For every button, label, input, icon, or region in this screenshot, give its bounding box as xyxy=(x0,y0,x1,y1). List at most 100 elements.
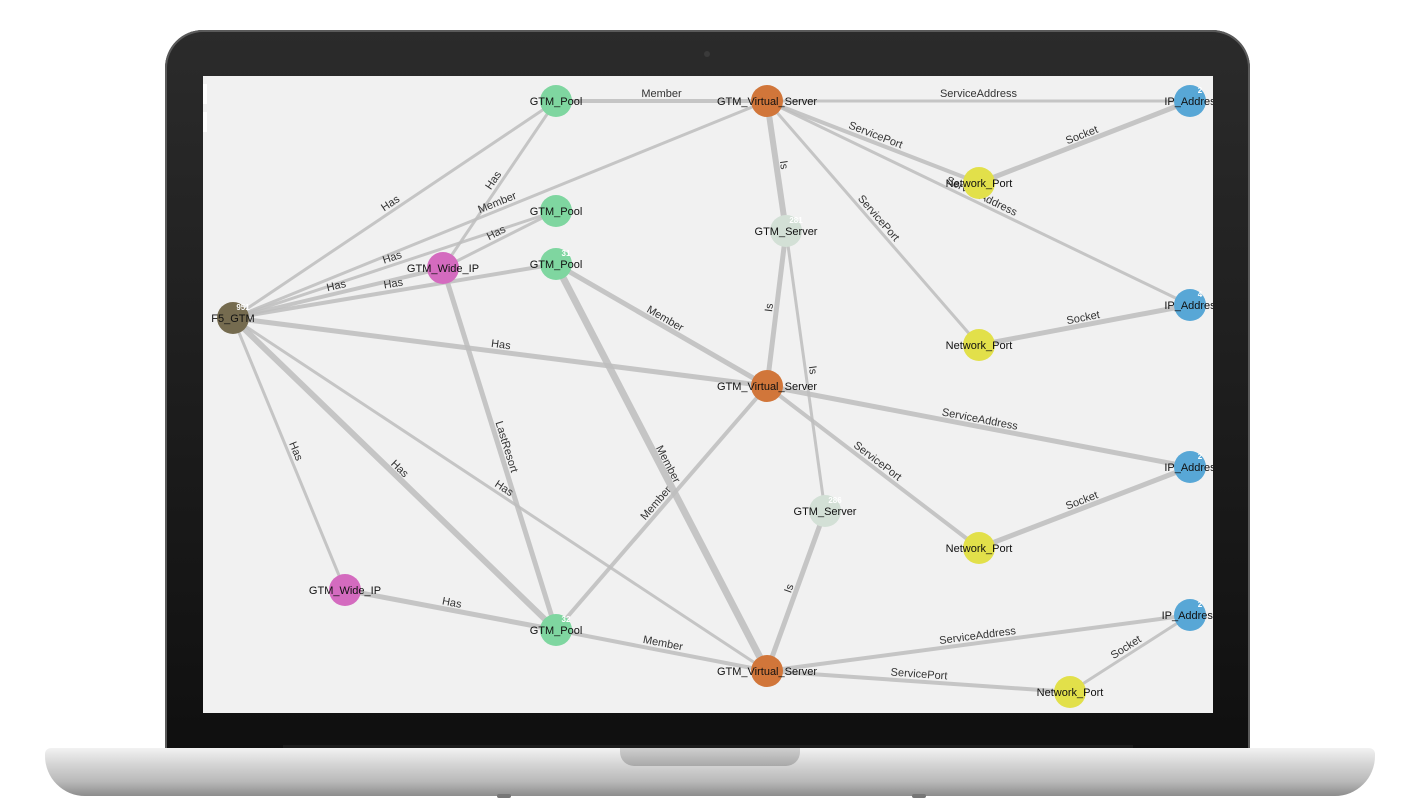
edge-vs1-np2[interactable] xyxy=(765,99,981,347)
node-label: Network_Port xyxy=(946,178,1013,190)
node-circle[interactable] xyxy=(540,85,572,117)
node-count-badge: 2 xyxy=(1198,452,1203,461)
node-circle[interactable] xyxy=(540,248,572,280)
node-label: IP_Addres xyxy=(1164,462,1213,474)
node-circle[interactable] xyxy=(329,574,361,606)
node-ip1[interactable]: 2IP_Addres xyxy=(1164,85,1213,117)
node-circle[interactable] xyxy=(963,329,995,361)
panel-tab[interactable] xyxy=(203,84,207,104)
node-circle[interactable] xyxy=(751,85,783,117)
edge-pool4-vs3[interactable] xyxy=(554,628,769,673)
node-vs3[interactable]: GTM_Virtual_Server xyxy=(717,655,817,687)
edge-srv1-vs2[interactable] xyxy=(764,228,789,389)
graph-screen[interactable]: Has Has Has Has Has Has Has Has Member Has Has Last… xyxy=(203,76,1213,713)
edge-srv2-vs3[interactable] xyxy=(764,508,828,674)
edge-srv1-srv2[interactable] xyxy=(784,229,827,513)
node-ip2[interactable]: 4IP_Addres xyxy=(1164,289,1213,321)
node-circle[interactable] xyxy=(963,532,995,564)
edge-label: Member xyxy=(476,190,518,216)
edge-vs3-ip4[interactable] xyxy=(765,613,1192,673)
edge-vs2-np3[interactable] xyxy=(765,384,981,550)
node-np1[interactable]: Network_Port xyxy=(946,167,1013,199)
node-circle[interactable] xyxy=(1174,451,1206,483)
edge-wide1-pool1[interactable] xyxy=(441,99,558,270)
node-np4[interactable]: Network_Port xyxy=(1037,676,1104,708)
edge-wide1-pool4[interactable] xyxy=(440,265,559,633)
edge-vs3-np4[interactable] xyxy=(765,669,1072,694)
laptop-notch xyxy=(620,748,800,766)
node-label: GTM_Pool xyxy=(530,625,583,637)
node-vs2[interactable]: GTM_Virtual_Server xyxy=(717,370,817,402)
edge-f5-vs1[interactable] xyxy=(231,99,769,320)
node-ip3[interactable]: 2IP_Addres xyxy=(1164,451,1213,483)
edge-label: ServicePort xyxy=(855,193,901,244)
edge-label: Is xyxy=(777,160,790,171)
node-np3[interactable]: Network_Port xyxy=(946,532,1013,564)
node-circle[interactable] xyxy=(217,302,249,334)
edge-vs1-srv1[interactable] xyxy=(764,98,789,234)
node-circle[interactable] xyxy=(540,195,572,227)
node-pool2[interactable]: GTM_Pool xyxy=(530,195,583,227)
node-vs1[interactable]: GTM_Virtual_Server xyxy=(717,85,817,117)
edge-label: Has xyxy=(388,458,411,481)
node-circle[interactable] xyxy=(751,370,783,402)
edge-f5-vs2[interactable] xyxy=(230,315,770,389)
node-circle[interactable] xyxy=(751,655,783,687)
edge-label: Has xyxy=(381,249,404,267)
edge-pool3-vs3[interactable] xyxy=(552,260,771,675)
node-wide2[interactable]: GTM_Wide_IP xyxy=(309,574,381,606)
node-circle[interactable] xyxy=(1174,289,1206,321)
node-circle[interactable] xyxy=(1174,85,1206,117)
node-count-badge: 286 xyxy=(828,496,842,505)
panel-tab[interactable] xyxy=(203,112,207,132)
edge-f5-pool2[interactable] xyxy=(231,209,558,320)
node-label: IP_Addres xyxy=(1164,300,1213,312)
edge-f5-vs3[interactable] xyxy=(231,316,769,673)
node-label: GTM_Pool xyxy=(530,206,583,218)
edge-f5-wide2[interactable] xyxy=(231,316,347,592)
node-count-badge: 2 xyxy=(1198,86,1203,95)
edge-np3-ip3[interactable] xyxy=(976,464,1193,551)
node-circle[interactable] xyxy=(427,252,459,284)
edge-label: Is xyxy=(763,302,776,312)
edge-label: Member xyxy=(641,88,682,100)
node-label: Network_Port xyxy=(946,543,1013,555)
edge-label: Is xyxy=(806,365,819,376)
node-circle[interactable] xyxy=(770,215,802,247)
edge-vs2-ip3[interactable] xyxy=(764,383,1193,470)
edge-wide1-pool2[interactable] xyxy=(441,209,558,270)
edge-np1-ip1[interactable] xyxy=(976,98,1193,186)
node-count-badge: 951 xyxy=(236,303,250,312)
node-circle[interactable] xyxy=(1174,599,1206,631)
node-ip4[interactable]: 2IP_Address xyxy=(1162,599,1213,631)
edge-pool4-vs2[interactable] xyxy=(554,384,769,632)
node-circle[interactable] xyxy=(809,495,841,527)
edge-f5-pool4[interactable] xyxy=(230,315,559,633)
node-circle[interactable] xyxy=(1054,676,1086,708)
edge-np2-ip2[interactable] xyxy=(976,302,1193,348)
edge-f5-pool1[interactable] xyxy=(231,99,558,320)
edge-pool3-vs2[interactable] xyxy=(553,261,770,389)
edge-vs1-np1[interactable] xyxy=(765,99,981,185)
node-wide1[interactable]: GTM_Wide_IP xyxy=(407,252,479,284)
node-circle[interactable] xyxy=(963,167,995,199)
node-pool1[interactable]: GTM_Pool xyxy=(530,85,583,117)
graph-canvas[interactable]: HasHasHasHasHasHasHasHasMemberHasHasLast… xyxy=(203,76,1213,713)
node-np2[interactable]: Network_Port xyxy=(946,329,1013,361)
edge-vs1-ip2[interactable] xyxy=(765,99,1192,307)
edge-np4-ip4[interactable] xyxy=(1068,613,1192,694)
edge-wide2-pool4[interactable] xyxy=(342,587,559,633)
edge-f5-wide1[interactable] xyxy=(231,266,445,320)
node-count-badge: 4 xyxy=(1198,290,1203,299)
edge-f5-pool3[interactable] xyxy=(231,262,558,320)
node-circle[interactable] xyxy=(540,614,572,646)
edge-label: ServicePort xyxy=(890,667,948,683)
node-label: GTM_Wide_IP xyxy=(309,585,381,597)
node-count-badge: 281 xyxy=(789,216,803,225)
